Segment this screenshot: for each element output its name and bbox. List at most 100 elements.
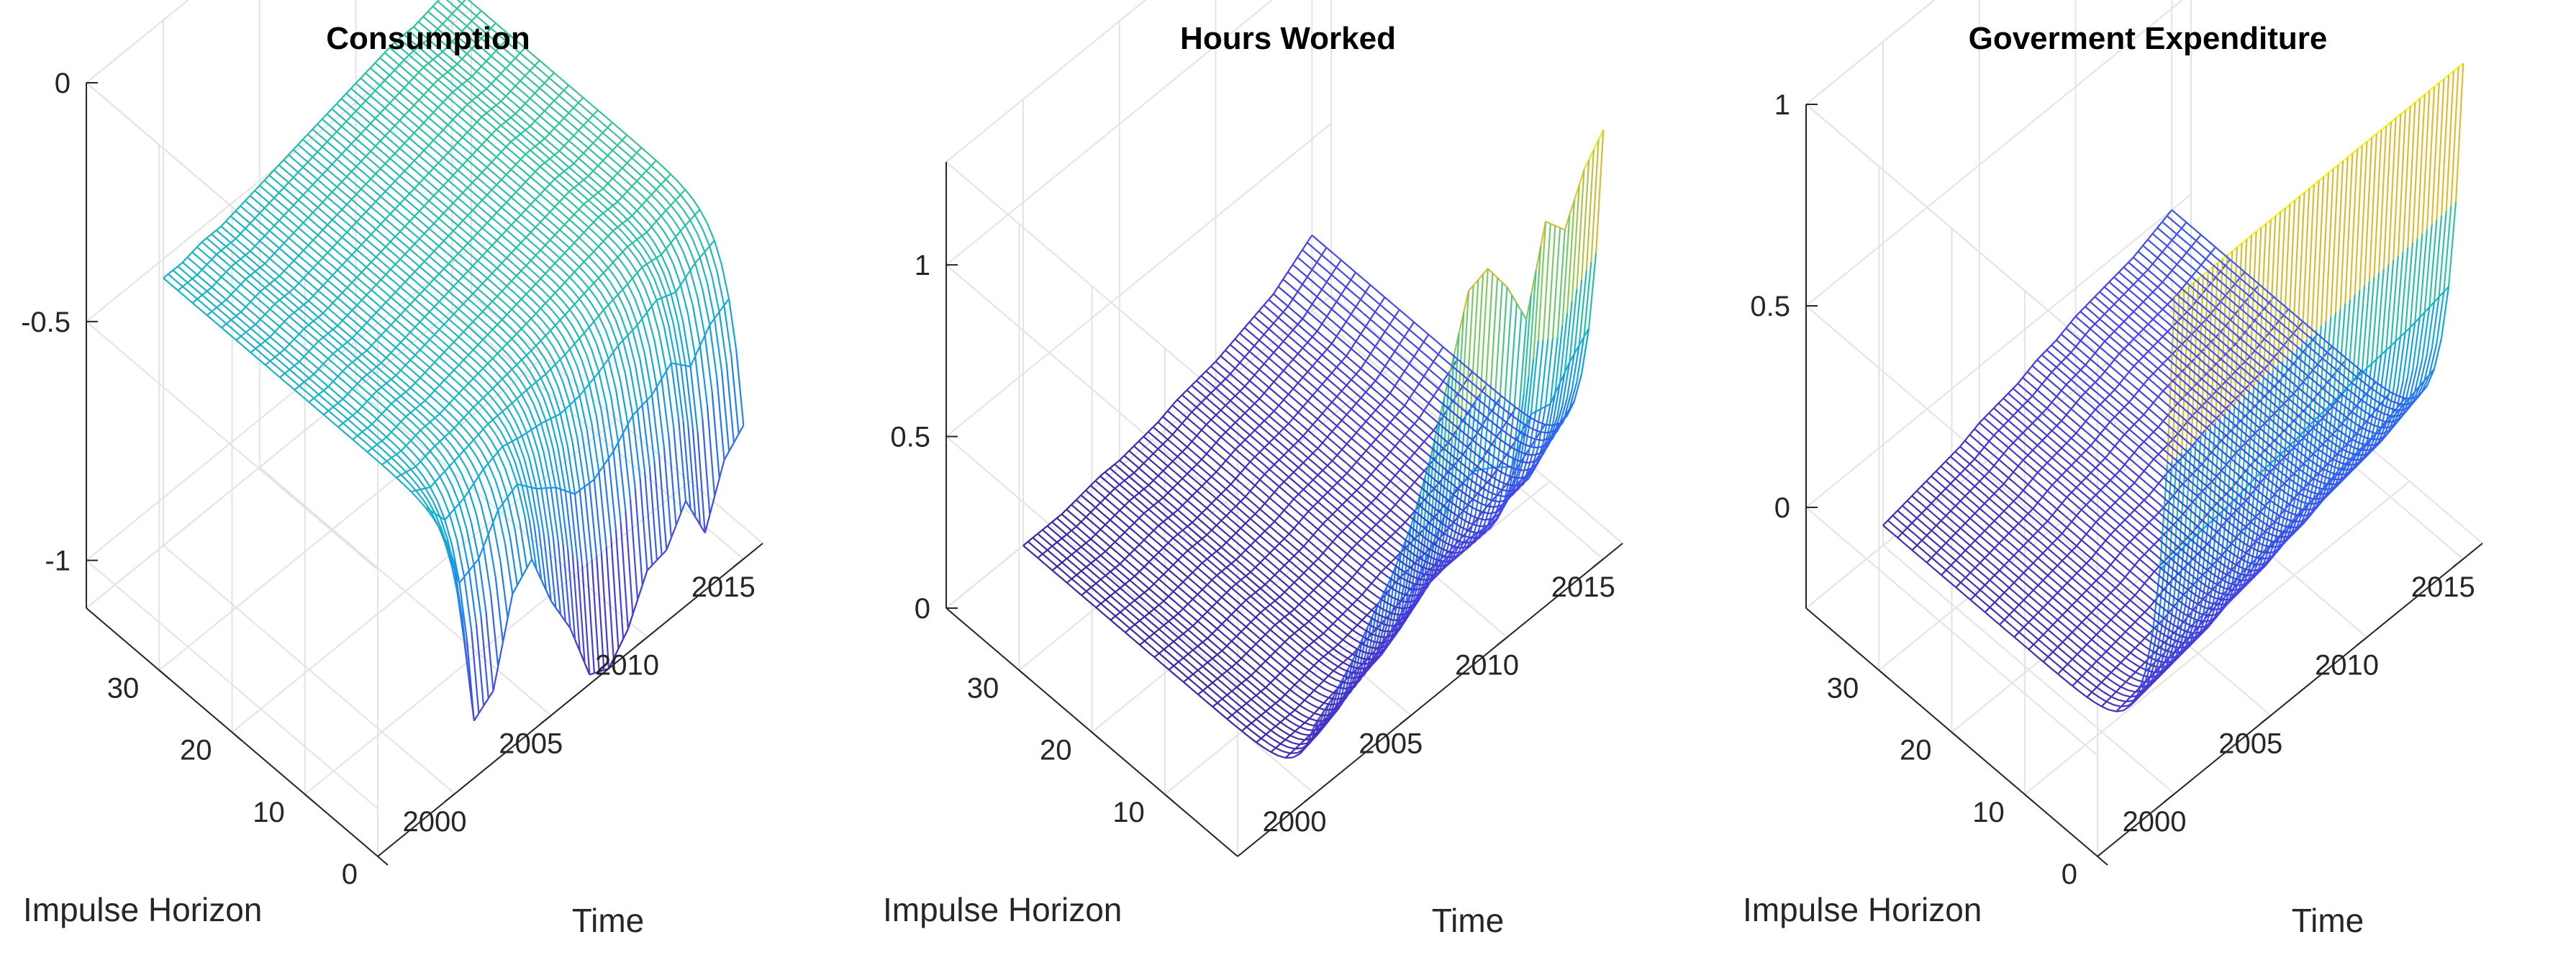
- surface-column-segment: [412, 371, 421, 379]
- surface-row-segment: [641, 570, 648, 586]
- surface-column-segment: [333, 119, 343, 127]
- surface-column-segment: [419, 349, 428, 357]
- surface-row-segment: [322, 196, 328, 203]
- surface-row-segment: [617, 222, 623, 228]
- surface-row-segment: [1302, 510, 1310, 518]
- surface-column-segment: [534, 92, 543, 101]
- surface-column-segment: [670, 242, 679, 258]
- surface-row-segment: [356, 299, 363, 306]
- surface-column-segment: [381, 96, 391, 104]
- surface-column-segment: [412, 232, 420, 240]
- surface-column-segment: [409, 276, 418, 284]
- surface-column-segment: [414, 326, 423, 335]
- surface-row-segment: [631, 152, 638, 159]
- surface-column-segment: [441, 340, 450, 348]
- surface-column-segment: [579, 237, 587, 245]
- surface-row-segment: [1282, 271, 1289, 280]
- surface-row-segment: [502, 343, 508, 350]
- surface-column-segment: [444, 520, 453, 546]
- surface-column-segment: [546, 148, 555, 156]
- surface-column-segment: [622, 167, 630, 176]
- surface-column-segment: [512, 101, 521, 109]
- surface-row-segment: [1312, 418, 1318, 425]
- surface-row-segment: [283, 209, 290, 217]
- surface-column-segment: [590, 185, 599, 194]
- surface-column-segment: [354, 399, 363, 407]
- surface-column-segment: [509, 422, 518, 439]
- surface-column-segment: [509, 63, 519, 71]
- surface-row-segment: [1148, 479, 1154, 486]
- surface-column-segment: [336, 242, 345, 250]
- surface-column-segment: [416, 116, 425, 124]
- surface-row-segment: [437, 101, 444, 109]
- surface-row-segment: [1273, 433, 1280, 439]
- surface-row-segment: [307, 295, 314, 302]
- surface-column-segment: [310, 255, 319, 264]
- surface-row-segment: [589, 672, 595, 676]
- surface-column-segment: [399, 64, 407, 72]
- surface-row-segment: [1389, 416, 1396, 423]
- surface-row-segment: [1298, 572, 1305, 579]
- surface-row-segment: [504, 63, 512, 69]
- surface-row-segment: [1241, 626, 1247, 633]
- surface-row-segment: [1129, 599, 1135, 605]
- surface-row-segment: [409, 354, 416, 361]
- surface-column-segment: [391, 58, 400, 66]
- surface-row-segment: [409, 271, 416, 278]
- surface-row-segment: [240, 331, 247, 338]
- surface-row-segment: [1133, 467, 1140, 474]
- surface-row-segment: [1236, 682, 1243, 688]
- surface-column-segment: [343, 137, 352, 145]
- surface-column-segment: [581, 193, 589, 202]
- surface-row-segment: [1409, 452, 1415, 459]
- surface-row-segment: [1173, 637, 1179, 643]
- surface-row-segment: [723, 451, 730, 461]
- surface-row-segment: [1327, 460, 1333, 466]
- surface-column-segment: [509, 35, 519, 42]
- surface-column-segment: [375, 201, 384, 209]
- surface-row-segment: [220, 271, 227, 278]
- surface-row-segment: [563, 112, 570, 119]
- surface-column-segment: [510, 224, 520, 232]
- y-tick-label: 0: [342, 859, 358, 890]
- surface-row-segment: [1172, 559, 1179, 566]
- surface-column-segment: [294, 365, 302, 373]
- surface-row-segment: [1413, 348, 1420, 358]
- surface-column-segment: [548, 535, 557, 608]
- surface-row-segment: [340, 148, 348, 155]
- surface-row-segment: [1356, 619, 1363, 626]
- surface-column-segment: [290, 193, 299, 201]
- surface-column-segment: [423, 177, 432, 186]
- surface-row-segment: [1366, 528, 1372, 535]
- surface-column-segment: [303, 304, 312, 312]
- surface-row-segment: [1270, 747, 1276, 753]
- surface-row-segment: [466, 20, 473, 27]
- surface-row-segment: [432, 190, 440, 196]
- surface-column-segment: [371, 345, 380, 353]
- surface-column-segment: [480, 384, 489, 394]
- surface-column-segment: [215, 230, 225, 237]
- surface-column-segment: [445, 251, 454, 260]
- surface-row-segment: [632, 409, 638, 416]
- surface-row-segment: [350, 166, 357, 173]
- surface-column-segment: [639, 358, 648, 401]
- surface-row-segment: [516, 328, 522, 335]
- surface-column-segment: [518, 345, 527, 356]
- surface-row-segment: [545, 268, 551, 274]
- surface-row-segment: [1404, 516, 1411, 523]
- surface-row-segment: [1423, 435, 1430, 443]
- surface-row-segment: [530, 381, 537, 387]
- surface-column-segment: [586, 308, 595, 322]
- surface-row-segment: [1345, 279, 1352, 288]
- surface-column-segment: [511, 280, 520, 289]
- surface-column-segment: [641, 204, 650, 214]
- surface-column-segment: [682, 209, 691, 221]
- surface-column-segment: [475, 389, 484, 399]
- surface-row-segment: [269, 303, 276, 310]
- surface-row-segment: [1239, 356, 1246, 363]
- surface-column-segment: [206, 290, 215, 299]
- surface-column-segment: [653, 176, 662, 186]
- surface-column-segment: [581, 314, 590, 328]
- surface-row-segment: [355, 244, 363, 250]
- surface-column-segment: [235, 289, 244, 297]
